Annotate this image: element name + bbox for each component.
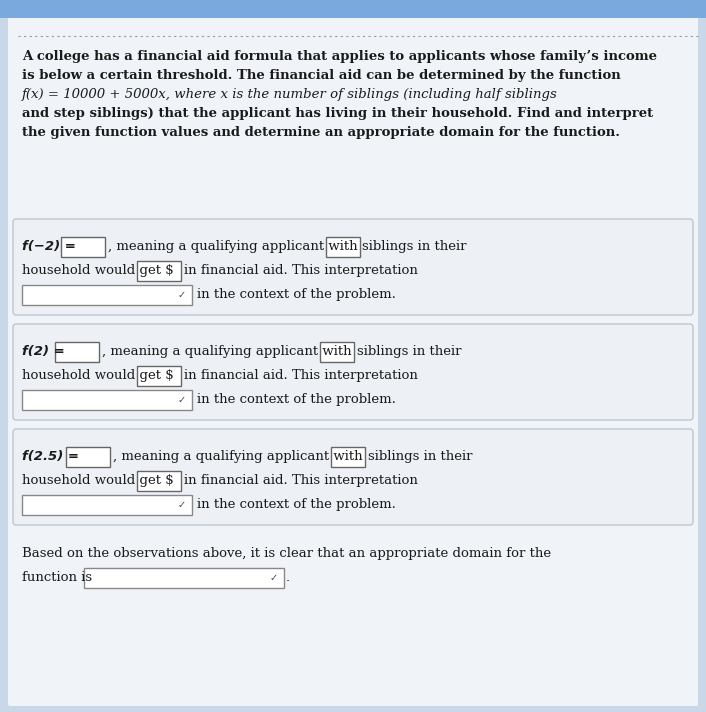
Text: siblings in their: siblings in their	[368, 450, 472, 463]
Bar	[22, 390, 192, 410]
Text: in financial aid. This interpretation: in financial aid. This interpretation	[184, 474, 418, 487]
Text: is below a certain threshold. The financial aid can be determined by the functio: is below a certain threshold. The financ…	[22, 69, 621, 82]
Bar	[320, 342, 354, 362]
Text: , meaning a qualifying applicant with: , meaning a qualifying applicant with	[102, 345, 352, 358]
Text: function is: function is	[22, 571, 92, 584]
Bar	[55, 342, 99, 362]
Text: siblings in their: siblings in their	[362, 240, 467, 253]
FancyBboxPatch shape	[13, 324, 693, 420]
Text: f(x) = 10000 + 5000x, where x is the number of siblings (including half siblings: f(x) = 10000 + 5000x, where x is the num…	[22, 88, 558, 101]
Text: , meaning a qualifying applicant with: , meaning a qualifying applicant with	[113, 450, 363, 463]
Text: in the context of the problem.: in the context of the problem.	[197, 288, 396, 301]
Text: in financial aid. This interpretation: in financial aid. This interpretation	[184, 369, 418, 382]
Text: and step siblings) that the applicant has living in their household. Find and in: and step siblings) that the applicant ha…	[22, 107, 653, 120]
Bar	[331, 447, 365, 467]
Text: f(2) =: f(2) =	[22, 345, 65, 358]
Text: ✓: ✓	[270, 573, 278, 583]
Text: in the context of the problem.: in the context of the problem.	[197, 393, 396, 406]
Text: f(2.5) =: f(2.5) =	[22, 450, 79, 463]
Bar	[137, 261, 181, 281]
Text: Based on the observations above, it is clear that an appropriate domain for the: Based on the observations above, it is c…	[22, 547, 551, 560]
Text: household would get $: household would get $	[22, 369, 174, 382]
Bar	[325, 237, 359, 257]
Text: .: .	[286, 571, 290, 584]
FancyBboxPatch shape	[13, 219, 693, 315]
Bar	[137, 366, 181, 386]
Text: household would get $: household would get $	[22, 264, 174, 277]
Text: , meaning a qualifying applicant with: , meaning a qualifying applicant with	[107, 240, 357, 253]
FancyBboxPatch shape	[13, 429, 693, 525]
Bar	[66, 447, 110, 467]
Bar	[22, 285, 192, 305]
Bar	[0, 0, 706, 18]
Text: the given function values and determine an appropriate domain for the function.: the given function values and determine …	[22, 126, 620, 139]
Text: ✓: ✓	[178, 500, 186, 510]
FancyBboxPatch shape	[8, 16, 698, 706]
Bar	[61, 237, 104, 257]
Text: siblings in their: siblings in their	[357, 345, 462, 358]
Text: ✓: ✓	[178, 395, 186, 405]
Text: household would get $: household would get $	[22, 474, 174, 487]
Text: f(−2) =: f(−2) =	[22, 240, 76, 253]
Bar	[137, 471, 181, 491]
Bar	[22, 495, 192, 515]
Bar	[84, 568, 284, 588]
Text: A college has a financial aid formula that applies to applicants whose family’s : A college has a financial aid formula th…	[22, 50, 657, 63]
Text: ✓: ✓	[178, 290, 186, 300]
Text: in the context of the problem.: in the context of the problem.	[197, 498, 396, 511]
Text: in financial aid. This interpretation: in financial aid. This interpretation	[184, 264, 418, 277]
